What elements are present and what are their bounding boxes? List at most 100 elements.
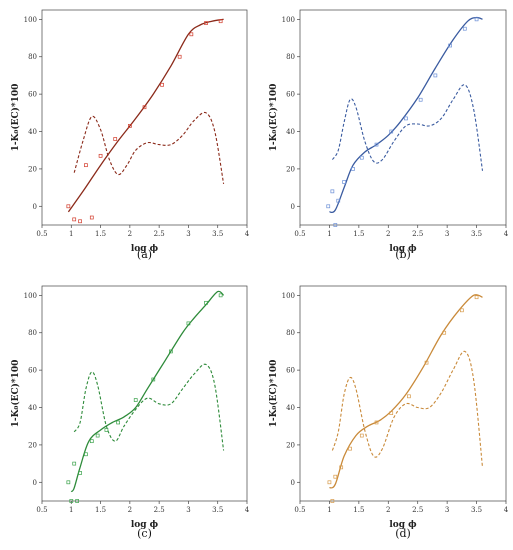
data-point <box>389 129 394 134</box>
data-point <box>326 204 331 209</box>
x-tick-label: 0.5 <box>294 230 305 238</box>
plot-frame <box>299 285 507 502</box>
y-tick-label: 0 <box>33 479 37 487</box>
data-point <box>351 167 355 171</box>
y-tick-label: 60 <box>28 91 37 99</box>
data-point <box>389 411 394 415</box>
y-tick-label: 60 <box>286 367 295 375</box>
data-point <box>66 480 71 485</box>
y-tick-label: 0 <box>291 479 295 487</box>
data-point <box>75 499 79 503</box>
data-point <box>142 105 147 110</box>
fitted-curve-line <box>329 294 483 489</box>
y-tick-label: 100 <box>282 16 295 24</box>
data-point <box>218 293 223 298</box>
y-tick-label: 40 <box>28 128 37 136</box>
data-point <box>151 377 156 382</box>
y-tick-label: 100 <box>282 292 295 300</box>
x-tick-label: 1 <box>69 506 73 514</box>
data-point <box>333 223 338 227</box>
x-tick-label: 2 <box>128 506 132 514</box>
x-tick-label: 3 <box>445 230 449 238</box>
data-point <box>407 394 411 399</box>
data-point <box>460 308 464 313</box>
data-point <box>177 54 182 59</box>
data-point <box>218 19 223 24</box>
data-point <box>448 43 452 48</box>
y-tick-label: 20 <box>28 165 37 173</box>
x-tick-label: 2.5 <box>154 506 165 514</box>
data-point <box>424 360 429 365</box>
data-point <box>330 499 335 503</box>
x-tick-label: 4 <box>504 506 509 514</box>
x-tick-label: 1.5 <box>95 230 106 238</box>
y-tick-label: 100 <box>24 292 37 300</box>
data-point <box>95 433 100 438</box>
y-tick-label: 80 <box>286 53 295 61</box>
x-tick-label: 0.5 <box>36 506 47 514</box>
data-point <box>186 321 191 326</box>
x-tick-label: 3.5 <box>212 230 223 238</box>
x-axis-label: log ϕ <box>131 520 159 530</box>
x-tick-label: 1.5 <box>353 506 364 514</box>
x-tick-label: 0.5 <box>36 230 47 238</box>
data-point <box>72 217 77 222</box>
x-tick-label: 3 <box>186 506 190 514</box>
x-tick-label: 1.5 <box>353 230 364 238</box>
x-tick-label: 2.5 <box>412 506 423 514</box>
fitted-curve-line <box>329 16 483 214</box>
x-tick-label: 2 <box>128 230 132 238</box>
data-point <box>84 452 88 457</box>
data-point <box>204 300 208 305</box>
data-point <box>98 153 103 158</box>
panel-label: (a) <box>137 248 152 261</box>
panel-label: (d) <box>395 527 411 540</box>
y-tick-label: 60 <box>28 367 37 375</box>
derivative-curve-line <box>73 363 225 451</box>
y-tick-label: 0 <box>291 203 295 211</box>
x-tick-label: 0.5 <box>294 506 305 514</box>
fitted-curve-line <box>70 290 225 493</box>
data-point <box>433 73 438 78</box>
data-point <box>442 330 447 335</box>
y-tick-label: 80 <box>286 329 295 337</box>
derivative-curve-line <box>331 350 484 468</box>
data-point <box>69 499 74 503</box>
data-point <box>336 198 341 203</box>
y-tick-label: 20 <box>28 441 37 449</box>
data-point <box>348 446 352 451</box>
x-tick-label: 3.5 <box>471 230 482 238</box>
y-axis-label: 1-K₀(EC)*100 <box>268 84 279 152</box>
x-axis-label: log ϕ <box>131 244 159 254</box>
data-point <box>404 116 408 121</box>
data-point <box>160 82 164 87</box>
panel-label: (c) <box>137 527 152 540</box>
data-point <box>78 471 82 475</box>
y-axis-label: 1-K₀(EC)*100 <box>268 360 279 428</box>
y-tick-label: 0 <box>33 203 37 211</box>
data-point <box>418 97 423 102</box>
x-tick-label: 2 <box>386 230 390 238</box>
data-point <box>66 204 71 209</box>
data-point <box>474 295 479 300</box>
data-point <box>89 439 94 444</box>
data-point <box>462 26 467 31</box>
data-point <box>339 465 344 470</box>
y-tick-label: 80 <box>28 329 37 337</box>
data-point <box>330 189 335 194</box>
derivative-curve-line <box>73 111 225 184</box>
plot-frame <box>41 9 248 226</box>
y-tick-label: 80 <box>28 53 37 61</box>
x-tick-label: 3.5 <box>471 506 482 514</box>
y-tick-label: 40 <box>286 128 295 136</box>
x-tick-label: 4 <box>245 230 250 238</box>
data-point <box>333 474 338 479</box>
x-tick-label: 1 <box>327 230 331 238</box>
data-point <box>78 219 82 224</box>
plot-frame <box>299 9 507 226</box>
